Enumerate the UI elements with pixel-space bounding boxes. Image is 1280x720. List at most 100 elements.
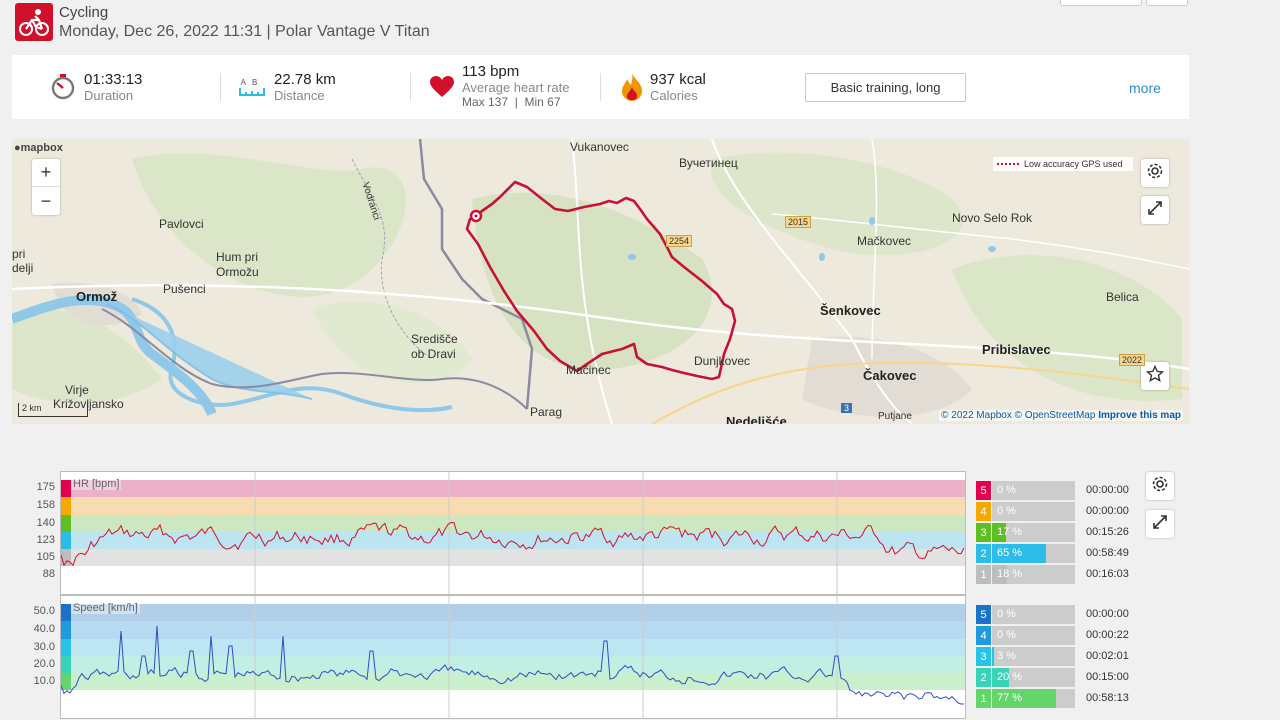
- hr-zone-bar: 18 %: [992, 565, 1075, 584]
- speed-zone-fill: [992, 647, 995, 666]
- distance-value: 22.78 km: [274, 70, 336, 88]
- hr-chart-expand-button[interactable]: [1146, 510, 1174, 538]
- place-label: Ormož: [76, 289, 118, 304]
- place-label: Putjane: [878, 411, 912, 422]
- hr-ytick: 158: [36, 499, 55, 511]
- mapbox-logo-text: mapbox: [20, 142, 63, 154]
- speed-zone-fill: [992, 668, 1009, 687]
- hr-zone-row: 1 18 %: [976, 565, 1075, 584]
- speed-zone-row: 2 20 %: [976, 668, 1075, 687]
- speed-zone-swatch-4: [61, 621, 71, 639]
- map-favorite-button[interactable]: [1141, 362, 1169, 390]
- hr-chart-settings-button[interactable]: [1146, 472, 1174, 500]
- hr-zone-number: 5: [976, 481, 991, 500]
- zoom-out-button[interactable]: −: [40, 190, 52, 211]
- speed-zone-swatch-1: [61, 673, 71, 690]
- hr-zone-fill: [992, 544, 1046, 563]
- share-button[interactable]: [1060, 0, 1142, 6]
- speed-zone-row: 1 77 %: [976, 689, 1075, 708]
- speed-zone-row: 4 0 %: [976, 626, 1075, 645]
- speed-zone-bar: 3 %: [992, 647, 1075, 666]
- more-link[interactable]: more: [1129, 80, 1161, 96]
- divider: [600, 73, 601, 101]
- speed-zone-percent: 77 %: [997, 692, 1023, 704]
- hr-zone-percent: 18 %: [997, 568, 1023, 580]
- speed-chart-title: Speed [km/h]: [71, 602, 140, 614]
- attribution-text[interactable]: © 2022 Mapbox © OpenStreetMap: [941, 410, 1096, 421]
- hr-ytick: 105: [36, 551, 55, 563]
- training-benefit-button[interactable]: Basic training, long: [805, 73, 966, 102]
- hr-zone-number: 4: [976, 502, 991, 521]
- speed-zone-band-1: [61, 673, 965, 690]
- route-map[interactable]: ●mapbox + − Low accuracy GPS used Vukano…: [12, 139, 1189, 424]
- hr-zone-band-4: [61, 497, 965, 515]
- hr-zone-time: 00:15:26: [1086, 526, 1129, 538]
- map-settings-button[interactable]: [1141, 159, 1169, 187]
- improve-map-link[interactable]: Improve this map: [1098, 410, 1181, 421]
- hr-zone-row: 3 17 %: [976, 523, 1075, 542]
- map-scale-bar: 2 km: [18, 403, 88, 417]
- divider: [410, 73, 411, 101]
- speed-chart[interactable]: Speed [km/h]: [60, 595, 966, 719]
- hr-zone-band-5: [61, 480, 965, 497]
- hr-zone-fill: [992, 565, 1007, 584]
- divider: [220, 73, 221, 101]
- speed-zone-time: 00:00:22: [1086, 629, 1129, 641]
- hr-ytick: 88: [42, 568, 55, 580]
- speed-zone-percent: 3 %: [997, 650, 1016, 662]
- hr-zone-band-2: [61, 532, 965, 549]
- speed-ytick: 40.0: [33, 623, 55, 635]
- flame-icon: [622, 73, 642, 101]
- hr-zone-time: 00:00:00: [1086, 484, 1129, 496]
- star-icon: [1145, 364, 1165, 388]
- heart-rate-max: Max 137: [462, 95, 509, 109]
- duration-label: Duration: [84, 87, 134, 103]
- hr-zone-time: 00:00:00: [1086, 505, 1129, 517]
- map-fullscreen-button[interactable]: [1141, 196, 1169, 224]
- speed-ytick: 10.0: [33, 675, 55, 687]
- road-shield: 2022: [1119, 354, 1146, 366]
- place-label: Pribislavec: [982, 342, 1051, 357]
- hr-zone-band-3: [61, 515, 965, 532]
- place-label: Вучетинец: [679, 156, 738, 170]
- place-label: pri: [12, 247, 26, 261]
- speed-zone-band-3: [61, 639, 965, 656]
- speed-ytick: 20.0: [33, 658, 55, 670]
- hr-trace: [61, 521, 965, 567]
- speed-zone-percent: 20 %: [997, 671, 1023, 683]
- hr-zone-fill: [992, 523, 1007, 542]
- hr-chart[interactable]: HR [bpm]: [60, 471, 966, 595]
- place-label: Dunjkovec: [694, 354, 751, 368]
- speed-zone-time: 00:15:00: [1086, 671, 1129, 683]
- speed-zone-band-4: [61, 621, 965, 639]
- place-label: ob Dravi: [411, 347, 456, 361]
- hr-zone-row: 5 0 %: [976, 481, 1075, 500]
- place-label: Belica: [1106, 290, 1139, 304]
- place-label: Parag: [530, 405, 563, 419]
- place-label: Središče: [411, 332, 458, 346]
- dotted-line-icon: [997, 163, 1019, 165]
- gear-icon: [1146, 162, 1164, 185]
- road-shield: 2254: [666, 235, 693, 247]
- place-label: Nedelišće: [726, 414, 787, 424]
- hr-zone-swatch-5: [61, 480, 71, 497]
- zoom-in-button[interactable]: +: [32, 159, 60, 187]
- calories-label: Calories: [650, 87, 698, 103]
- speed-zone-time: 00:58:13: [1086, 692, 1129, 704]
- speed-trace: [61, 625, 964, 705]
- gps-accuracy-legend: Low accuracy GPS used: [993, 157, 1133, 171]
- speed-zone-time: 00:00:00: [1086, 608, 1129, 620]
- hr-ytick: 175: [36, 481, 55, 493]
- menu-button[interactable]: [1146, 0, 1188, 6]
- heart-rate-min: Min 67: [524, 95, 561, 109]
- speed-zone-swatch-5: [61, 604, 71, 621]
- speed-zone-fill: [992, 689, 1056, 708]
- map-attribution: © 2022 Mapbox © OpenStreetMap Improve th…: [939, 410, 1183, 421]
- hr-chart-title: HR [bpm]: [71, 478, 122, 490]
- hr-zone-bar: 0 %: [992, 502, 1075, 521]
- speed-ytick: 50.0: [33, 605, 55, 617]
- speed-zone-bar: 20 %: [992, 668, 1075, 687]
- hr-zone-time: 00:16:03: [1086, 568, 1129, 580]
- place-label: Pušenci: [163, 282, 206, 296]
